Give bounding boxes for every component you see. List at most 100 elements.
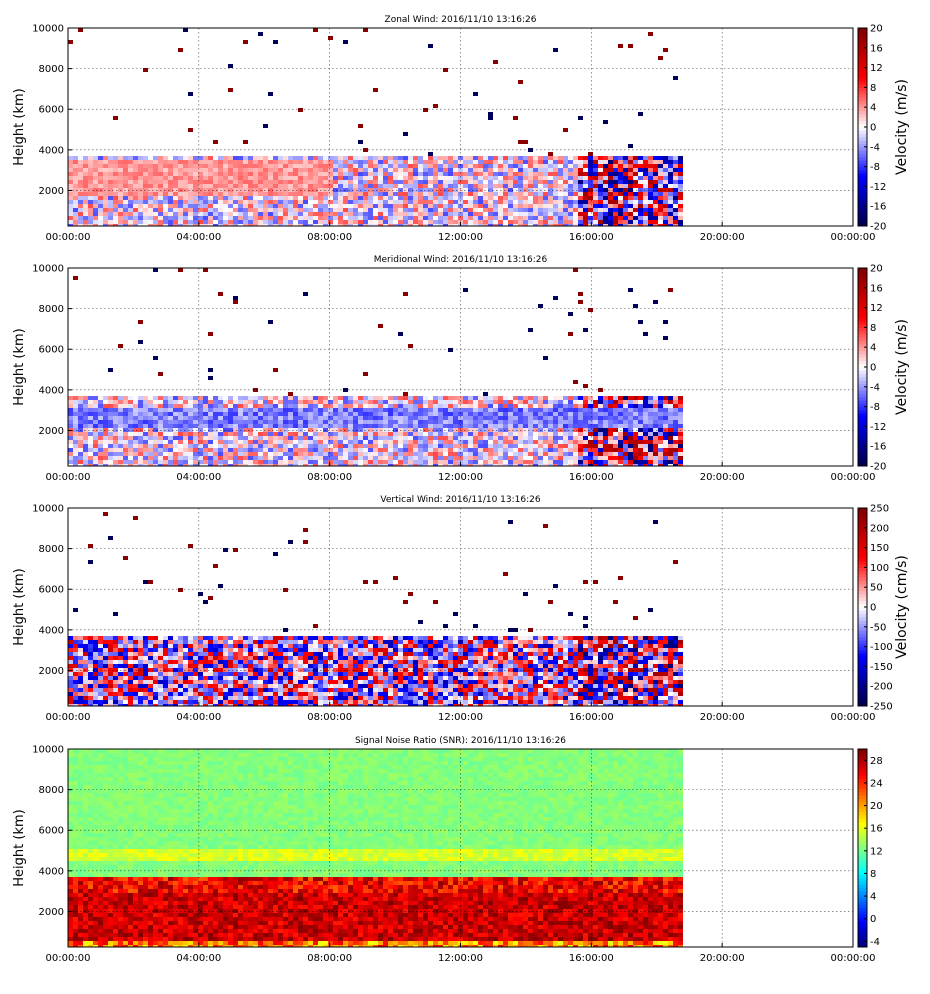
colorbar-tick-label: -20 bbox=[870, 222, 886, 233]
y-axis-label: Height (km) bbox=[12, 809, 27, 886]
heatmap-field bbox=[68, 28, 683, 226]
colorbar-tick-label: 150 bbox=[870, 543, 889, 554]
colorbar-tick-label: -100 bbox=[870, 642, 893, 653]
colorbar-tick-label: 12 bbox=[870, 303, 883, 314]
colorbar: -20 -16 -12 -8 -4 0 4 8 12 16 20 Velocity (m/s) bbox=[857, 264, 910, 473]
chart-title: Vertical Wind: 2016/11/10 13:16:26 bbox=[380, 495, 540, 505]
y-tick-label: 4000 bbox=[39, 145, 64, 156]
colorbar-tick-label: -4 bbox=[870, 937, 880, 948]
colorbar-label: Velocity (cm/s) bbox=[894, 555, 910, 659]
colorbar-tick-label: 0 bbox=[870, 123, 876, 134]
heatmap-field bbox=[68, 749, 683, 947]
colorbar-tick-label: 4 bbox=[870, 103, 876, 114]
x-tick-label: 12:00:00 bbox=[438, 712, 483, 723]
x-tick-label: 16:00:00 bbox=[569, 472, 614, 483]
colorbar-tick-label: 16 bbox=[870, 283, 883, 294]
x-tick-label: 12:00:00 bbox=[438, 472, 483, 483]
colorbar-tick-label: -16 bbox=[870, 202, 886, 213]
panel-3: 00:00:00 04:00:00 08:00:00 12:00:00 16:00:00… bbox=[12, 495, 910, 723]
y-tick-label: 6000 bbox=[39, 345, 64, 356]
x-tick-label: 20:00:00 bbox=[700, 232, 745, 243]
colorbar-tick-label: 24 bbox=[870, 778, 883, 789]
heatmap-field bbox=[68, 268, 683, 466]
colorbar-tick-label: -20 bbox=[870, 462, 886, 473]
x-tick-label: 20:00:00 bbox=[700, 472, 745, 483]
colorbar-tick-label: 20 bbox=[870, 801, 883, 812]
colorbar-tick-label: 0 bbox=[870, 603, 876, 614]
colorbar-tick-label: 8 bbox=[870, 83, 876, 94]
colorbar-tick-label: 8 bbox=[870, 323, 876, 334]
colorbar-tick-label: -200 bbox=[870, 682, 893, 693]
y-axis-label: Height (km) bbox=[12, 568, 27, 645]
colorbar-label: Velocity (m/s) bbox=[894, 319, 910, 415]
x-tick-label: 00:00:00 bbox=[46, 953, 91, 964]
y-tick-label: 10000 bbox=[32, 264, 64, 275]
y-tick-label: 8000 bbox=[39, 785, 64, 796]
colorbar-tick-label: 8 bbox=[870, 869, 876, 880]
y-tick-label: 2000 bbox=[39, 666, 64, 677]
chart-title: Zonal Wind: 2016/11/10 13:16:26 bbox=[385, 15, 537, 25]
x-tick-label: 00:00:00 bbox=[46, 472, 91, 483]
colorbar-tick-label: -4 bbox=[870, 382, 880, 393]
colorbar-tick-label: 16 bbox=[870, 43, 883, 54]
colorbar-tick-label: -50 bbox=[870, 622, 886, 633]
colorbar-tick-label: 4 bbox=[870, 343, 876, 354]
colorbar: -250 -200 -150 -100 -50 0 50 100 150 200 250 Veloci… bbox=[857, 504, 910, 713]
heatmap-field bbox=[68, 512, 683, 706]
colorbar-tick-label: 100 bbox=[870, 563, 889, 574]
y-tick-label: 8000 bbox=[39, 64, 64, 75]
colorbar-tick-label: -8 bbox=[870, 402, 880, 413]
panel-1: 00:00:00 04:00:00 08:00:00 12:00:00 16:00:00… bbox=[12, 15, 910, 243]
colorbar-tick-label: 250 bbox=[870, 504, 889, 515]
colorbar-tick-label: 12 bbox=[870, 63, 883, 74]
y-tick-label: 2000 bbox=[39, 907, 64, 918]
y-tick-label: 6000 bbox=[39, 826, 64, 837]
x-tick-label: 08:00:00 bbox=[307, 472, 352, 483]
colorbar-tick-label: 0 bbox=[870, 914, 876, 925]
colorbar-tick-label: 0 bbox=[870, 363, 876, 374]
x-tick-label: 20:00:00 bbox=[700, 953, 745, 964]
colorbar-tick-label: 20 bbox=[870, 264, 883, 275]
colorbar-tick-label: 16 bbox=[870, 824, 883, 835]
x-tick-label: 16:00:00 bbox=[569, 232, 614, 243]
x-tick-label: 04:00:00 bbox=[176, 472, 221, 483]
x-tick-label: 16:00:00 bbox=[569, 712, 614, 723]
y-tick-label: 10000 bbox=[32, 745, 64, 756]
y-tick-label: 4000 bbox=[39, 866, 64, 877]
colorbar-tick-label: -150 bbox=[870, 662, 893, 673]
colorbar: -4 0 4 8 12 16 20 24 28 bbox=[857, 748, 883, 948]
colorbar-tick-label: -250 bbox=[870, 702, 893, 713]
panel-4: 00:00:00 04:00:00 08:00:00 12:00:00 16:00:00… bbox=[12, 736, 883, 964]
x-tick-label: 12:00:00 bbox=[438, 232, 483, 243]
colorbar: -20 -16 -12 -8 -4 0 4 8 12 16 20 Velocity (m/s) bbox=[857, 24, 910, 233]
x-tick-label: 16:00:00 bbox=[569, 953, 614, 964]
colorbar-tick-label: -16 bbox=[870, 442, 886, 453]
x-tick-label: 08:00:00 bbox=[307, 953, 352, 964]
x-tick-label: 00:00:00 bbox=[831, 712, 876, 723]
x-tick-label: 04:00:00 bbox=[176, 953, 221, 964]
x-tick-label: 12:00:00 bbox=[438, 953, 483, 964]
x-tick-label: 00:00:00 bbox=[831, 232, 876, 243]
panel-2: 00:00:00 04:00:00 08:00:00 12:00:00 16:00:00… bbox=[12, 255, 910, 483]
colorbar-tick-label: 20 bbox=[870, 24, 883, 35]
y-tick-label: 4000 bbox=[39, 385, 64, 396]
y-tick-label: 8000 bbox=[39, 544, 64, 555]
y-tick-label: 2000 bbox=[39, 186, 64, 197]
x-tick-label: 04:00:00 bbox=[176, 232, 221, 243]
colorbar-label: Velocity (m/s) bbox=[894, 79, 910, 175]
x-tick-label: 20:00:00 bbox=[700, 712, 745, 723]
colorbar-tick-label: 12 bbox=[870, 846, 883, 857]
x-tick-label: 00:00:00 bbox=[46, 712, 91, 723]
y-tick-label: 4000 bbox=[39, 625, 64, 636]
x-tick-label: 00:00:00 bbox=[831, 472, 876, 483]
y-axis-label: Height (km) bbox=[12, 88, 27, 165]
y-tick-label: 8000 bbox=[39, 304, 64, 315]
y-tick-label: 10000 bbox=[32, 24, 64, 35]
y-tick-label: 2000 bbox=[39, 426, 64, 437]
y-tick-label: 10000 bbox=[32, 504, 64, 515]
x-tick-label: 00:00:00 bbox=[831, 953, 876, 964]
colorbar-tick-label: -4 bbox=[870, 142, 880, 153]
colorbar-tick-label: 4 bbox=[870, 892, 876, 903]
colorbar-tick-label: 50 bbox=[870, 583, 883, 594]
